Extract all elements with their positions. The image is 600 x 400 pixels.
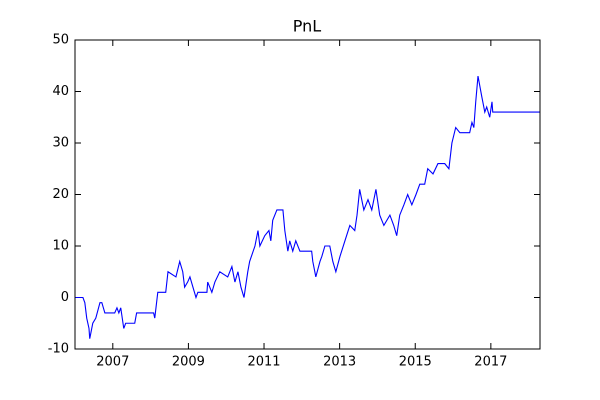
x-tick-label: 2009 <box>172 355 205 370</box>
y-tick-label: 30 <box>52 136 69 151</box>
plot-frame <box>74 39 541 350</box>
y-tick-label: 20 <box>52 187 69 202</box>
x-tick-label: 2011 <box>247 355 280 370</box>
x-tick-label: 2007 <box>96 355 129 370</box>
x-tick-label: 2015 <box>399 355 432 370</box>
y-tick-label: 10 <box>52 239 69 254</box>
y-tick-label: 0 <box>61 290 69 305</box>
y-tick-label: 50 <box>52 33 69 48</box>
data-line <box>75 75 540 339</box>
y-tick-label: 40 <box>52 84 69 99</box>
x-tick-label: 2013 <box>323 355 356 370</box>
y-tick-label: -10 <box>48 342 69 357</box>
chart-title: PnL <box>293 17 322 36</box>
x-tick-label: 2017 <box>474 355 507 370</box>
